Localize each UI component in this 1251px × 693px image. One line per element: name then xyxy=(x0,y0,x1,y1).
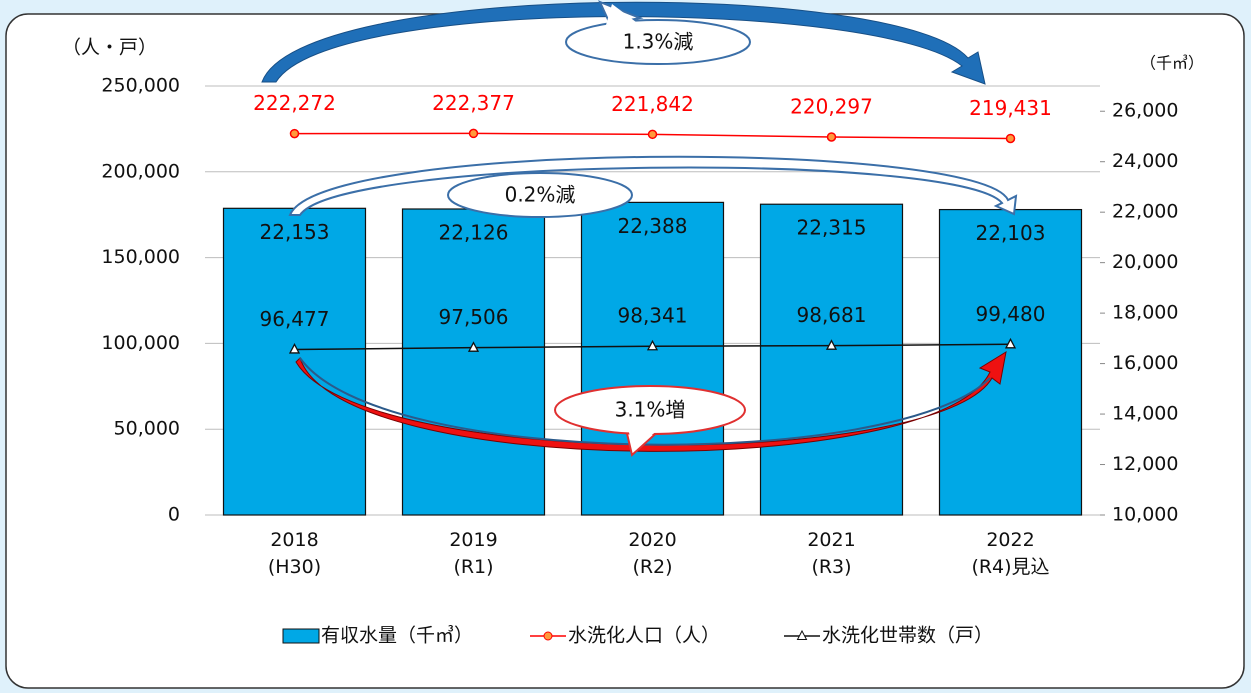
y2-tick-label: 10,000 xyxy=(1112,504,1178,526)
marker xyxy=(646,339,659,351)
bar xyxy=(580,201,725,516)
data-label: 222,272 xyxy=(253,91,336,115)
x-tick-label: 2018 (H30) xyxy=(268,529,321,578)
data-label: 22,126 xyxy=(439,220,509,244)
legend-swatch xyxy=(282,628,320,644)
data-label: 22,315 xyxy=(797,216,867,240)
x-tick-text: 2022 xyxy=(986,529,1034,551)
x-tick-text: 2019 xyxy=(449,529,497,551)
x-tick-label: 2019 (R1) xyxy=(449,529,497,578)
y2-tick-label: 12,000 xyxy=(1112,453,1178,475)
legend-marker xyxy=(796,629,808,640)
marker xyxy=(826,132,837,142)
bar xyxy=(938,208,1083,516)
y-tick-label: 150,000 xyxy=(101,246,180,268)
annotation: 0.2%減 xyxy=(505,183,576,207)
plot: 0 50,000 100,000 150,000 200,000 250,000 10,00… xyxy=(101,75,1178,578)
data-label: 220,297 xyxy=(790,94,873,118)
y-tick-label: 0 xyxy=(168,504,180,526)
x-tick-label: 2021 (R3) xyxy=(807,529,855,578)
marker xyxy=(289,128,300,139)
y-axis-label: （人・戸） xyxy=(62,37,157,59)
y2-tick-label: 18,000 xyxy=(1112,302,1178,324)
y-tick-label: 200,000 xyxy=(101,160,180,182)
bar xyxy=(759,203,904,516)
x-tick-text: 2020 xyxy=(628,529,676,551)
legend: 有収水量（千㎥） 水洗化人口（人） 水洗化世帯数（戸） xyxy=(282,625,993,647)
x-tick-text: (H30) xyxy=(268,556,321,578)
x-tick-text: (R2) xyxy=(632,556,672,578)
y2-tick-label: 14,000 xyxy=(1112,403,1178,425)
data-label: 22,388 xyxy=(618,214,688,238)
marker xyxy=(468,128,479,139)
legend-marker xyxy=(543,631,553,641)
x-tick-text: (R4)見込 xyxy=(971,556,1049,578)
data-label: 98,681 xyxy=(797,303,867,327)
data-label: 98,341 xyxy=(618,304,688,328)
data-label: 221,842 xyxy=(611,92,694,116)
bar xyxy=(401,208,546,516)
y-tick-label: 50,000 xyxy=(114,418,180,440)
annotation: 3.1%増 xyxy=(615,398,686,422)
data-label: 96,477 xyxy=(260,307,330,331)
y-tick-label: 250,000 xyxy=(101,75,180,97)
data-label: 222,377 xyxy=(432,91,515,115)
data-label: 22,153 xyxy=(260,220,330,244)
legend-label: 水洗化世帯数（戸） xyxy=(822,625,993,647)
x-tick-text: 2021 xyxy=(807,529,855,551)
x-tick-text: 2018 xyxy=(270,529,318,551)
callout: 0.2%減 xyxy=(447,172,633,218)
x-tick-label: 2022 (R4)見込 xyxy=(971,529,1049,578)
arrow-red xyxy=(295,350,1007,452)
y2-tick-label: 20,000 xyxy=(1112,251,1178,273)
y2-tick-label: 26,000 xyxy=(1112,100,1178,122)
legend-label: 有収水量（千㎥） xyxy=(321,625,473,647)
legend-label: 水洗化人口（人） xyxy=(568,625,720,647)
marker xyxy=(1004,337,1017,349)
marker xyxy=(647,129,658,140)
callout: 1.3%減 xyxy=(565,0,751,65)
callout: 3.1%増 xyxy=(554,385,746,457)
x-tick-text: (R1) xyxy=(453,556,493,578)
marker xyxy=(467,341,480,352)
y2-tick-label: 22,000 xyxy=(1112,201,1178,223)
annotation: 1.3%減 xyxy=(623,30,694,54)
marker xyxy=(288,343,301,354)
arrow-outline xyxy=(288,155,1018,216)
x-tick-label: 2020 (R2) xyxy=(628,529,676,578)
y2-tick-label: 24,000 xyxy=(1112,150,1178,172)
marker xyxy=(825,339,838,350)
y2-tick-label: 16,000 xyxy=(1112,352,1178,374)
data-label: 22,103 xyxy=(976,221,1046,245)
x-tick-text: (R3) xyxy=(811,556,851,578)
marker xyxy=(1005,133,1016,144)
arrow-blue xyxy=(261,1,986,85)
y2-axis-label: （千㎥） xyxy=(1140,54,1204,73)
y-tick-label: 100,000 xyxy=(101,332,180,354)
data-label: 219,431 xyxy=(969,96,1052,120)
data-label: 99,480 xyxy=(976,302,1046,326)
data-label: 97,506 xyxy=(439,305,509,329)
bar xyxy=(222,207,367,516)
